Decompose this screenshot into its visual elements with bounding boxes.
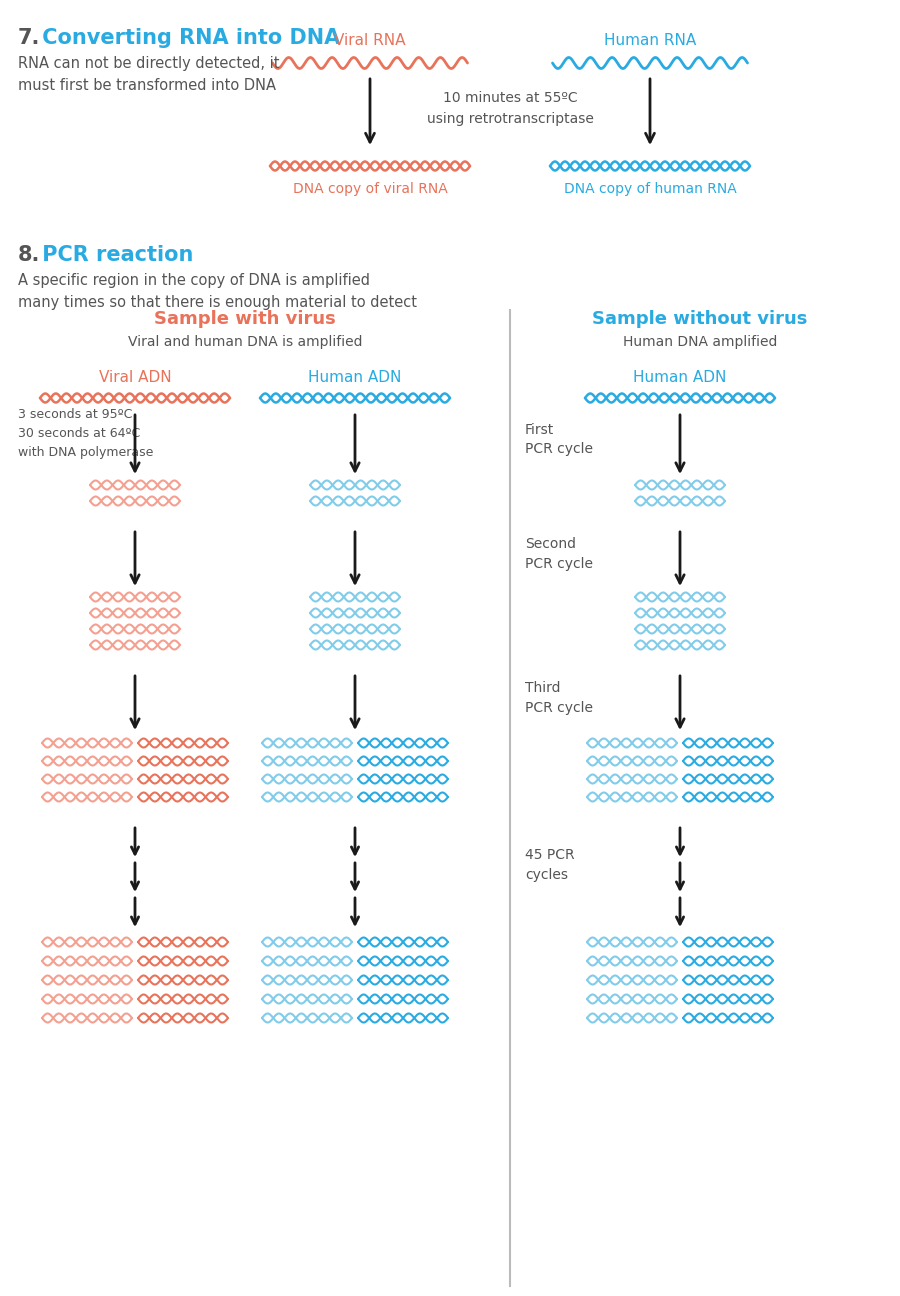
Text: Human ADN: Human ADN: [634, 369, 726, 385]
Text: Viral and human DNA is amplified: Viral and human DNA is amplified: [128, 334, 362, 349]
Text: Viral ADN: Viral ADN: [99, 369, 171, 385]
Text: Human RNA: Human RNA: [604, 32, 696, 48]
Text: 3 seconds at 95ºC
30 seconds at 64ºC
with DNA polymerase: 3 seconds at 95ºC 30 seconds at 64ºC wit…: [18, 408, 153, 459]
Text: Sample without virus: Sample without virus: [592, 310, 807, 328]
Text: First
PCR cycle: First PCR cycle: [525, 422, 593, 456]
Text: 10 minutes at 55ºC
using retrotranscriptase: 10 minutes at 55ºC using retrotranscript…: [427, 91, 593, 126]
Text: 7.: 7.: [18, 29, 40, 48]
Text: RNA can not be directly detected, it
must first be transformed into DNA: RNA can not be directly detected, it mus…: [18, 56, 280, 93]
Text: 8.: 8.: [18, 245, 40, 264]
Text: Converting RNA into DNA: Converting RNA into DNA: [35, 29, 340, 48]
Text: PCR reaction: PCR reaction: [35, 245, 193, 264]
Text: A specific region in the copy of DNA is amplified
many times so that there is en: A specific region in the copy of DNA is …: [18, 273, 417, 310]
Text: Sample with virus: Sample with virus: [154, 310, 336, 328]
Text: Third
PCR cycle: Third PCR cycle: [525, 682, 593, 715]
Text: 45 PCR
cycles: 45 PCR cycles: [525, 849, 574, 881]
Text: DNA copy of viral RNA: DNA copy of viral RNA: [292, 181, 447, 196]
Text: Human DNA amplified: Human DNA amplified: [623, 334, 778, 349]
Text: DNA copy of human RNA: DNA copy of human RNA: [563, 181, 736, 196]
Text: Viral RNA: Viral RNA: [334, 32, 406, 48]
Text: Second
PCR cycle: Second PCR cycle: [525, 538, 593, 570]
Text: Human ADN: Human ADN: [309, 369, 401, 385]
